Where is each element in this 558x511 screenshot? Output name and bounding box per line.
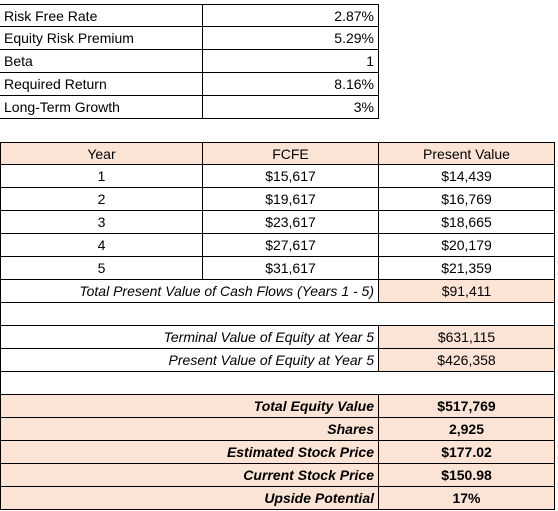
input-row: Risk Free Rate 2.87% [0,4,379,27]
input-label: Beta [0,50,203,73]
summary-value: $517,769 [379,395,555,418]
empty-cell [379,303,555,326]
input-value: 8.16% [203,73,379,96]
pv-cell: $16,769 [379,188,555,211]
header-present-value: Present Value [379,142,555,165]
header-fcfe: FCFE [203,142,379,165]
empty-cell [379,372,555,395]
fcfe-cell: $15,617 [203,165,379,188]
input-row: Beta 1 [0,50,379,73]
table-header-row: Year FCFE Present Value [0,142,555,165]
terminal-value: $631,115 [379,326,555,349]
summary-value: 2,925 [379,418,555,441]
fcfe-cell: $19,617 [203,188,379,211]
summary-value: $177.02 [379,441,555,464]
pv-cell: $20,179 [379,234,555,257]
summary-row: Total Equity Value $517,769 [0,395,555,418]
table-row: 2 $19,617 $16,769 [0,188,555,211]
input-label: Long-Term Growth [0,96,203,119]
pv-cell: $21,359 [379,257,555,280]
terminal-value-label: Terminal Value of Equity at Year 5 [0,326,379,349]
empty-cell [203,372,379,395]
input-row: Required Return 8.16% [0,73,379,96]
summary-value: 17% [379,487,555,510]
header-year: Year [0,142,203,165]
input-row: Long-Term Growth 3% [0,96,379,119]
empty-cell [203,303,379,326]
table-row: 1 $15,617 $14,439 [0,165,555,188]
year-cell: 4 [0,234,203,257]
summary-label: Current Stock Price [0,464,379,487]
total-pv-row: Total Present Value of Cash Flows (Years… [0,280,555,303]
input-row: Equity Risk Premium 5.29% [0,27,379,50]
summary-label: Total Equity Value [0,395,379,418]
year-cell: 1 [0,165,203,188]
year-cell: 3 [0,211,203,234]
input-label: Risk Free Rate [0,4,203,27]
empty-cell [0,372,203,395]
total-pv-label: Total Present Value of Cash Flows (Years… [0,280,379,303]
summary-row: Upside Potential 17% [0,487,555,510]
input-value: 2.87% [203,4,379,27]
summary-label: Estimated Stock Price [0,441,379,464]
pv-cell: $18,665 [379,211,555,234]
summary-row: Estimated Stock Price $177.02 [0,441,555,464]
pv-cell: $14,439 [379,165,555,188]
summary-label: Upside Potential [0,487,379,510]
table-row: 3 $23,617 $18,665 [0,211,555,234]
input-value: 5.29% [203,27,379,50]
table-row: 5 $31,617 $21,359 [0,257,555,280]
summary-label: Shares [0,418,379,441]
total-pv-value: $91,411 [379,280,555,303]
table-row: 4 $27,617 $20,179 [0,234,555,257]
spacer-row [0,372,555,395]
summary-row: Current Stock Price $150.98 [0,464,555,487]
pv-equity-label: Present Value of Equity at Year 5 [0,349,379,372]
fcfe-cell: $27,617 [203,234,379,257]
terminal-value-row: Terminal Value of Equity at Year 5 $631,… [0,326,555,349]
year-cell: 5 [0,257,203,280]
fcfe-cell: $31,617 [203,257,379,280]
input-label: Equity Risk Premium [0,27,203,50]
year-cell: 2 [0,188,203,211]
spacer-row [0,303,555,326]
summary-value: $150.98 [379,464,555,487]
input-value: 3% [203,96,379,119]
pv-equity-row: Present Value of Equity at Year 5 $426,3… [0,349,555,372]
empty-cell [0,303,203,326]
input-label: Required Return [0,73,203,96]
summary-row: Shares 2,925 [0,418,555,441]
input-value: 1 [203,50,379,73]
fcfe-cell: $23,617 [203,211,379,234]
pv-equity-value: $426,358 [379,349,555,372]
